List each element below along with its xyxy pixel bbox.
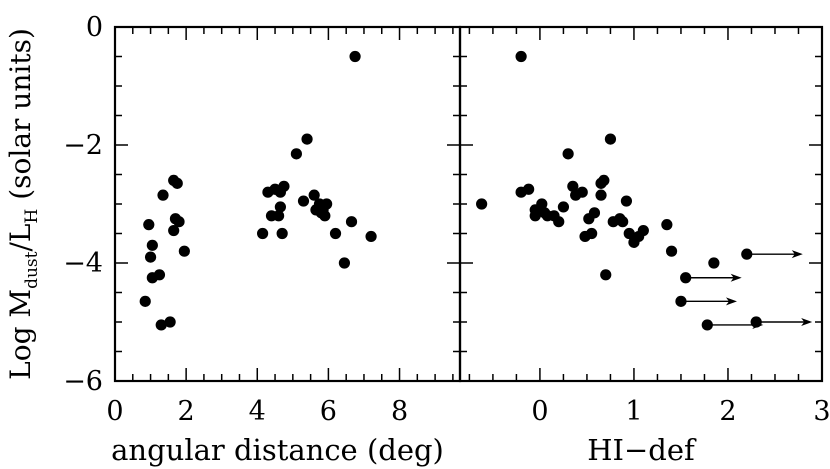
data-point <box>171 177 183 189</box>
y-axis-label-sub-h: H <box>22 209 42 224</box>
data-point <box>173 216 185 228</box>
data-point <box>576 186 588 198</box>
data-point <box>329 227 342 240</box>
panel-hi-def: 0 1 2 3 HI−def <box>458 25 830 467</box>
plot-frame-right <box>458 25 824 383</box>
data-point <box>557 201 570 213</box>
data-point <box>604 133 617 145</box>
x-tick-label: 8 <box>391 396 408 427</box>
x-axis-label-angular-distance: angular distance (deg) <box>111 433 444 467</box>
y-axis-label-mid: /L <box>4 224 37 252</box>
data-point <box>290 148 302 160</box>
x-tick-label: 3 <box>813 396 830 427</box>
data-point <box>143 219 155 231</box>
data-point <box>708 257 720 269</box>
limit-point-arrow <box>741 248 803 260</box>
data-point <box>273 210 285 222</box>
data-point <box>623 227 635 240</box>
data-point <box>529 210 541 222</box>
data-point <box>349 50 361 63</box>
panel-angular-distance: 0 −2 −4 −6 0 2 4 6 8 angular distance (deg) <box>63 12 462 467</box>
data-point <box>278 180 290 192</box>
data-point <box>276 227 288 240</box>
y-axis-label-suffix: (solar units) <box>4 28 37 209</box>
x-axis-label-hi-def: HI−def <box>587 433 697 467</box>
tick-marks-left <box>115 27 460 381</box>
y-tick-label: −6 <box>63 366 103 397</box>
data-point <box>297 195 310 207</box>
data-point <box>345 216 358 228</box>
x-tick-label: 1 <box>625 396 642 427</box>
x-tick-label: 4 <box>249 396 266 427</box>
arrow-head <box>725 297 737 306</box>
upper-limit-arrows <box>675 248 813 331</box>
data-point <box>139 295 151 307</box>
x-tick-label: 0 <box>106 396 123 427</box>
data-point <box>257 227 269 240</box>
y-axis-label-sub-dust: dust <box>22 251 42 289</box>
data-point <box>586 227 598 240</box>
data-point <box>598 174 610 186</box>
data-point <box>157 189 169 201</box>
data-point <box>365 230 377 243</box>
data-point <box>617 216 629 228</box>
x-tick-label: 2 <box>719 396 736 427</box>
data-points-right <box>476 50 720 281</box>
data-point <box>308 189 320 201</box>
y-tick-label: −4 <box>63 248 103 279</box>
x-tick-label: 2 <box>178 396 195 427</box>
data-point <box>515 50 527 63</box>
limit-point-arrow <box>680 272 742 284</box>
x-tick-label: 6 <box>320 396 337 427</box>
tick-marks-right <box>460 27 822 381</box>
data-point <box>155 319 167 331</box>
data-points-left <box>139 50 377 331</box>
y-tick-labels: 0 −2 −4 −6 <box>63 12 103 397</box>
y-axis-label: Log Mdust/LH (solar units) <box>4 28 42 380</box>
limit-point-arrow <box>675 295 737 307</box>
plot-frame-left <box>113 25 462 383</box>
data-point <box>153 269 166 281</box>
data-point <box>562 148 574 160</box>
limit-point-arrow <box>750 316 813 328</box>
x-tick-label: 0 <box>531 396 548 427</box>
arrow-head <box>730 273 742 282</box>
x-tick-labels-left: 0 2 4 6 8 <box>106 396 408 427</box>
data-point <box>146 239 158 251</box>
data-point <box>620 195 633 207</box>
data-point <box>321 198 333 210</box>
data-point <box>274 201 286 213</box>
data-point <box>523 183 535 195</box>
y-axis-label-prefix: Log M <box>4 289 37 380</box>
data-point <box>301 133 313 145</box>
y-tick-label: −2 <box>63 130 103 161</box>
data-point <box>600 269 612 281</box>
arrow-head <box>791 250 803 259</box>
data-point <box>319 210 331 222</box>
data-point <box>338 257 351 269</box>
data-point <box>553 216 565 228</box>
data-point <box>168 224 180 237</box>
data-point <box>144 251 157 263</box>
data-point <box>595 189 607 201</box>
data-point <box>588 207 601 219</box>
data-point <box>661 219 673 231</box>
data-point <box>536 198 548 210</box>
y-tick-label: 0 <box>86 12 103 43</box>
arrow-head <box>801 318 813 326</box>
data-point <box>567 180 579 192</box>
data-point <box>164 316 176 328</box>
x-tick-labels-right: 0 1 2 3 <box>531 396 830 427</box>
data-point <box>178 245 190 257</box>
data-point <box>665 245 678 257</box>
data-point <box>476 198 488 210</box>
data-point <box>637 224 649 237</box>
